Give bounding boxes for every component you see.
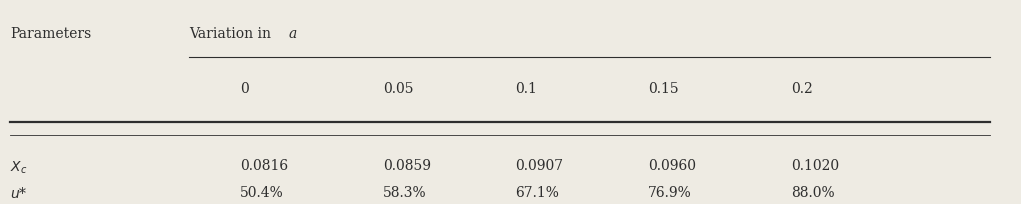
Text: 0.0960: 0.0960: [648, 159, 696, 173]
Text: a: a: [289, 27, 297, 41]
Text: 0.1020: 0.1020: [791, 159, 839, 173]
Text: 0.1: 0.1: [516, 82, 537, 96]
Text: 0: 0: [240, 82, 249, 96]
Text: 0.2: 0.2: [791, 82, 813, 96]
Text: 0.05: 0.05: [383, 82, 414, 96]
Text: 67.1%: 67.1%: [516, 186, 560, 200]
Text: 58.3%: 58.3%: [383, 186, 427, 200]
Text: Variation in: Variation in: [189, 27, 276, 41]
Text: 0.0907: 0.0907: [516, 159, 564, 173]
Text: 50.4%: 50.4%: [240, 186, 284, 200]
Text: $u$*: $u$*: [10, 186, 28, 201]
Text: 88.0%: 88.0%: [791, 186, 835, 200]
Text: $X_c$: $X_c$: [10, 159, 28, 175]
Text: 0.0816: 0.0816: [240, 159, 288, 173]
Text: 76.9%: 76.9%: [648, 186, 692, 200]
Text: 0.0859: 0.0859: [383, 159, 431, 173]
Text: 0.15: 0.15: [648, 82, 679, 96]
Text: Parameters: Parameters: [10, 27, 92, 41]
